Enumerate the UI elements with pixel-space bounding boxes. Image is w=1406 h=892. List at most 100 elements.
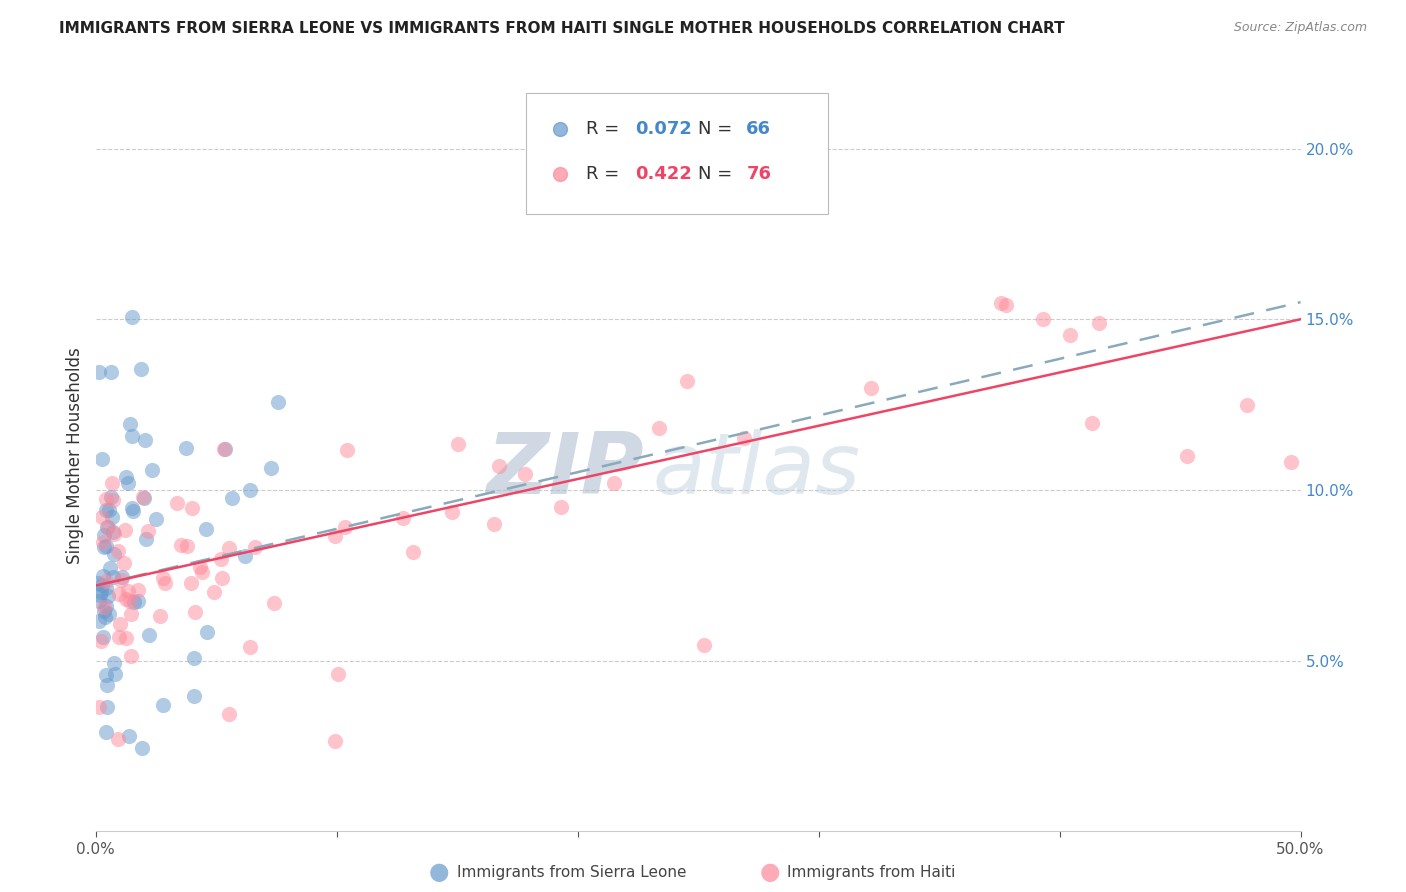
Point — [90, 578, 112, 592]
Point — [170, 538, 193, 552]
Point — [98, 502, 121, 516]
Point — [103, 667, 125, 681]
Point — [333, 520, 356, 534]
Point — [995, 297, 1018, 311]
Point — [336, 442, 359, 457]
Point — [176, 539, 198, 553]
Point — [89, 594, 111, 608]
Point — [121, 429, 143, 443]
Point — [1236, 398, 1258, 412]
Point — [112, 556, 135, 570]
Point — [96, 678, 118, 692]
Text: 66: 66 — [747, 120, 772, 138]
Point — [91, 569, 114, 583]
Point — [221, 491, 243, 505]
Point — [96, 574, 118, 589]
Text: R =: R = — [586, 120, 626, 138]
Point — [233, 549, 256, 563]
Point — [174, 441, 197, 455]
Point — [212, 442, 235, 457]
Point — [120, 594, 142, 608]
Point — [127, 582, 149, 597]
Point — [323, 529, 346, 543]
Point — [166, 496, 188, 510]
Text: ●: ● — [761, 861, 780, 884]
Point — [149, 608, 172, 623]
Point — [1088, 316, 1111, 330]
Point — [94, 610, 117, 624]
Point — [107, 731, 129, 746]
Point — [110, 573, 132, 587]
Point — [96, 539, 118, 553]
Point — [115, 469, 138, 483]
FancyBboxPatch shape — [526, 93, 828, 214]
Point — [134, 491, 156, 505]
Point — [391, 511, 413, 525]
Point — [188, 560, 211, 574]
Point — [136, 524, 159, 538]
Point — [91, 535, 114, 549]
Text: ZIP: ZIP — [486, 429, 644, 512]
Point — [326, 666, 349, 681]
Point — [990, 296, 1012, 310]
Point — [180, 576, 202, 591]
Point — [94, 502, 117, 516]
Text: 76: 76 — [747, 165, 772, 183]
Point — [239, 483, 262, 497]
Point — [693, 639, 716, 653]
Point — [1279, 455, 1302, 469]
Point — [108, 587, 131, 601]
Point — [550, 500, 572, 515]
Point — [245, 540, 267, 554]
Point — [117, 475, 139, 490]
Point — [211, 551, 233, 566]
Point — [447, 437, 470, 451]
Point — [155, 576, 177, 591]
Point — [93, 599, 115, 614]
Point — [108, 617, 131, 632]
Point — [1059, 327, 1081, 342]
Point — [96, 581, 118, 595]
Point — [120, 417, 142, 432]
Point — [195, 625, 218, 640]
Point — [89, 365, 111, 379]
Point — [1032, 312, 1054, 326]
Point — [103, 527, 125, 541]
Point — [733, 431, 755, 445]
Point — [402, 545, 425, 559]
Point — [648, 421, 671, 435]
Point — [90, 633, 112, 648]
Point — [96, 668, 118, 682]
Point — [183, 605, 205, 619]
Point — [129, 362, 152, 376]
Point — [141, 463, 163, 477]
Point — [135, 532, 157, 546]
Text: R =: R = — [586, 165, 626, 183]
Point — [90, 585, 112, 599]
Point — [513, 467, 536, 481]
Point — [114, 592, 136, 607]
Point — [97, 590, 120, 604]
Point — [214, 442, 236, 457]
Point — [131, 490, 153, 504]
Text: N =: N = — [697, 165, 738, 183]
Point — [93, 527, 115, 541]
Point — [127, 593, 149, 607]
Point — [488, 458, 510, 473]
Point — [118, 729, 141, 743]
Point — [90, 452, 112, 467]
Point — [103, 656, 125, 670]
Point — [152, 571, 174, 585]
Point — [482, 516, 505, 531]
Point — [97, 520, 120, 534]
Point — [93, 604, 115, 618]
Text: ●: ● — [429, 861, 449, 884]
Point — [323, 734, 346, 748]
Point — [152, 698, 174, 713]
Point — [603, 475, 626, 490]
Point — [145, 512, 167, 526]
Y-axis label: Single Mother Households: Single Mother Households — [66, 348, 84, 564]
Point — [98, 607, 121, 622]
Point — [100, 490, 122, 504]
Point — [108, 630, 131, 644]
